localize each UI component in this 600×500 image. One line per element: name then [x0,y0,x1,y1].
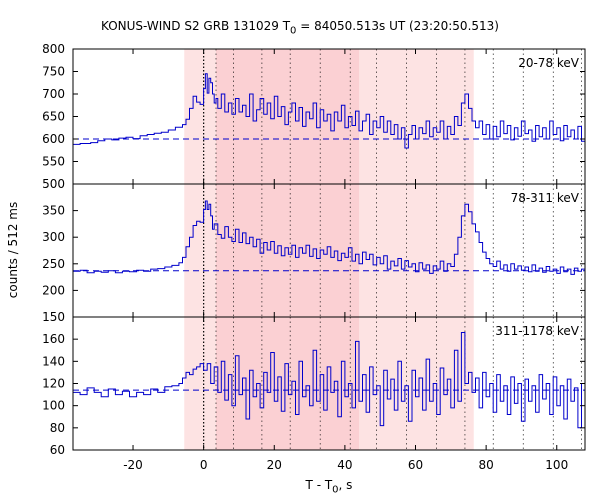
count-rate-series [73,332,586,429]
y-tick-label: 600 [42,132,65,146]
x-tick-label: -20 [123,458,143,472]
y-tick-label: 500 [42,177,65,191]
y-tick-label: 650 [42,110,65,124]
y-tick-label: 750 [42,65,65,79]
y-tick-label: 80 [50,421,65,435]
energy-band-label: 78-311 keV [511,191,580,205]
panel-1: 500 550 600 650 700 750 800 20-78 keV [42,42,586,191]
x-tick-label: 0 [200,458,208,472]
shade-inner-region [216,49,360,184]
shade-inner-region [216,317,360,450]
y-tick-label: 300 [42,230,65,244]
y-tick-label: 350 [42,204,65,218]
y-tick-label: 150 [42,310,65,324]
count-rate-series [73,73,586,149]
y-tick-label: 200 [42,283,65,297]
y-tick-label: 700 [42,87,65,101]
x-tick-label: 80 [478,458,493,472]
y-tick-label: 120 [42,377,65,391]
count-rate-series [73,200,586,275]
x-axis-label: T - T0, s [305,478,353,496]
y-tick-label: 800 [42,42,65,56]
y-tick-label: 60 [50,443,65,457]
x-tick-label: 60 [408,458,423,472]
y-tick-label: 100 [42,399,65,413]
energy-band-label: 311-1178 keV [495,324,579,338]
y-tick-label: 550 [42,155,65,169]
y-tick-label: 140 [42,354,65,368]
y-tick-label: 250 [42,257,65,271]
x-tick-label: 100 [545,458,568,472]
chart-title: KONUS-WIND S2 GRB 131029 T0 = 84050.513s… [101,19,499,37]
panel-2: 150 200 250 300 350 78-311 keV [42,183,586,324]
energy-band-label: 20-78 keV [518,56,580,70]
panel-3: 60 80 100 120 140 160 311-1178 keV [42,316,586,457]
y-axis-label: counts / 512 ms [6,202,20,298]
x-tick-label: 40 [337,458,352,472]
y-tick-label: 160 [42,332,65,346]
x-tick-label: 20 [267,458,282,472]
